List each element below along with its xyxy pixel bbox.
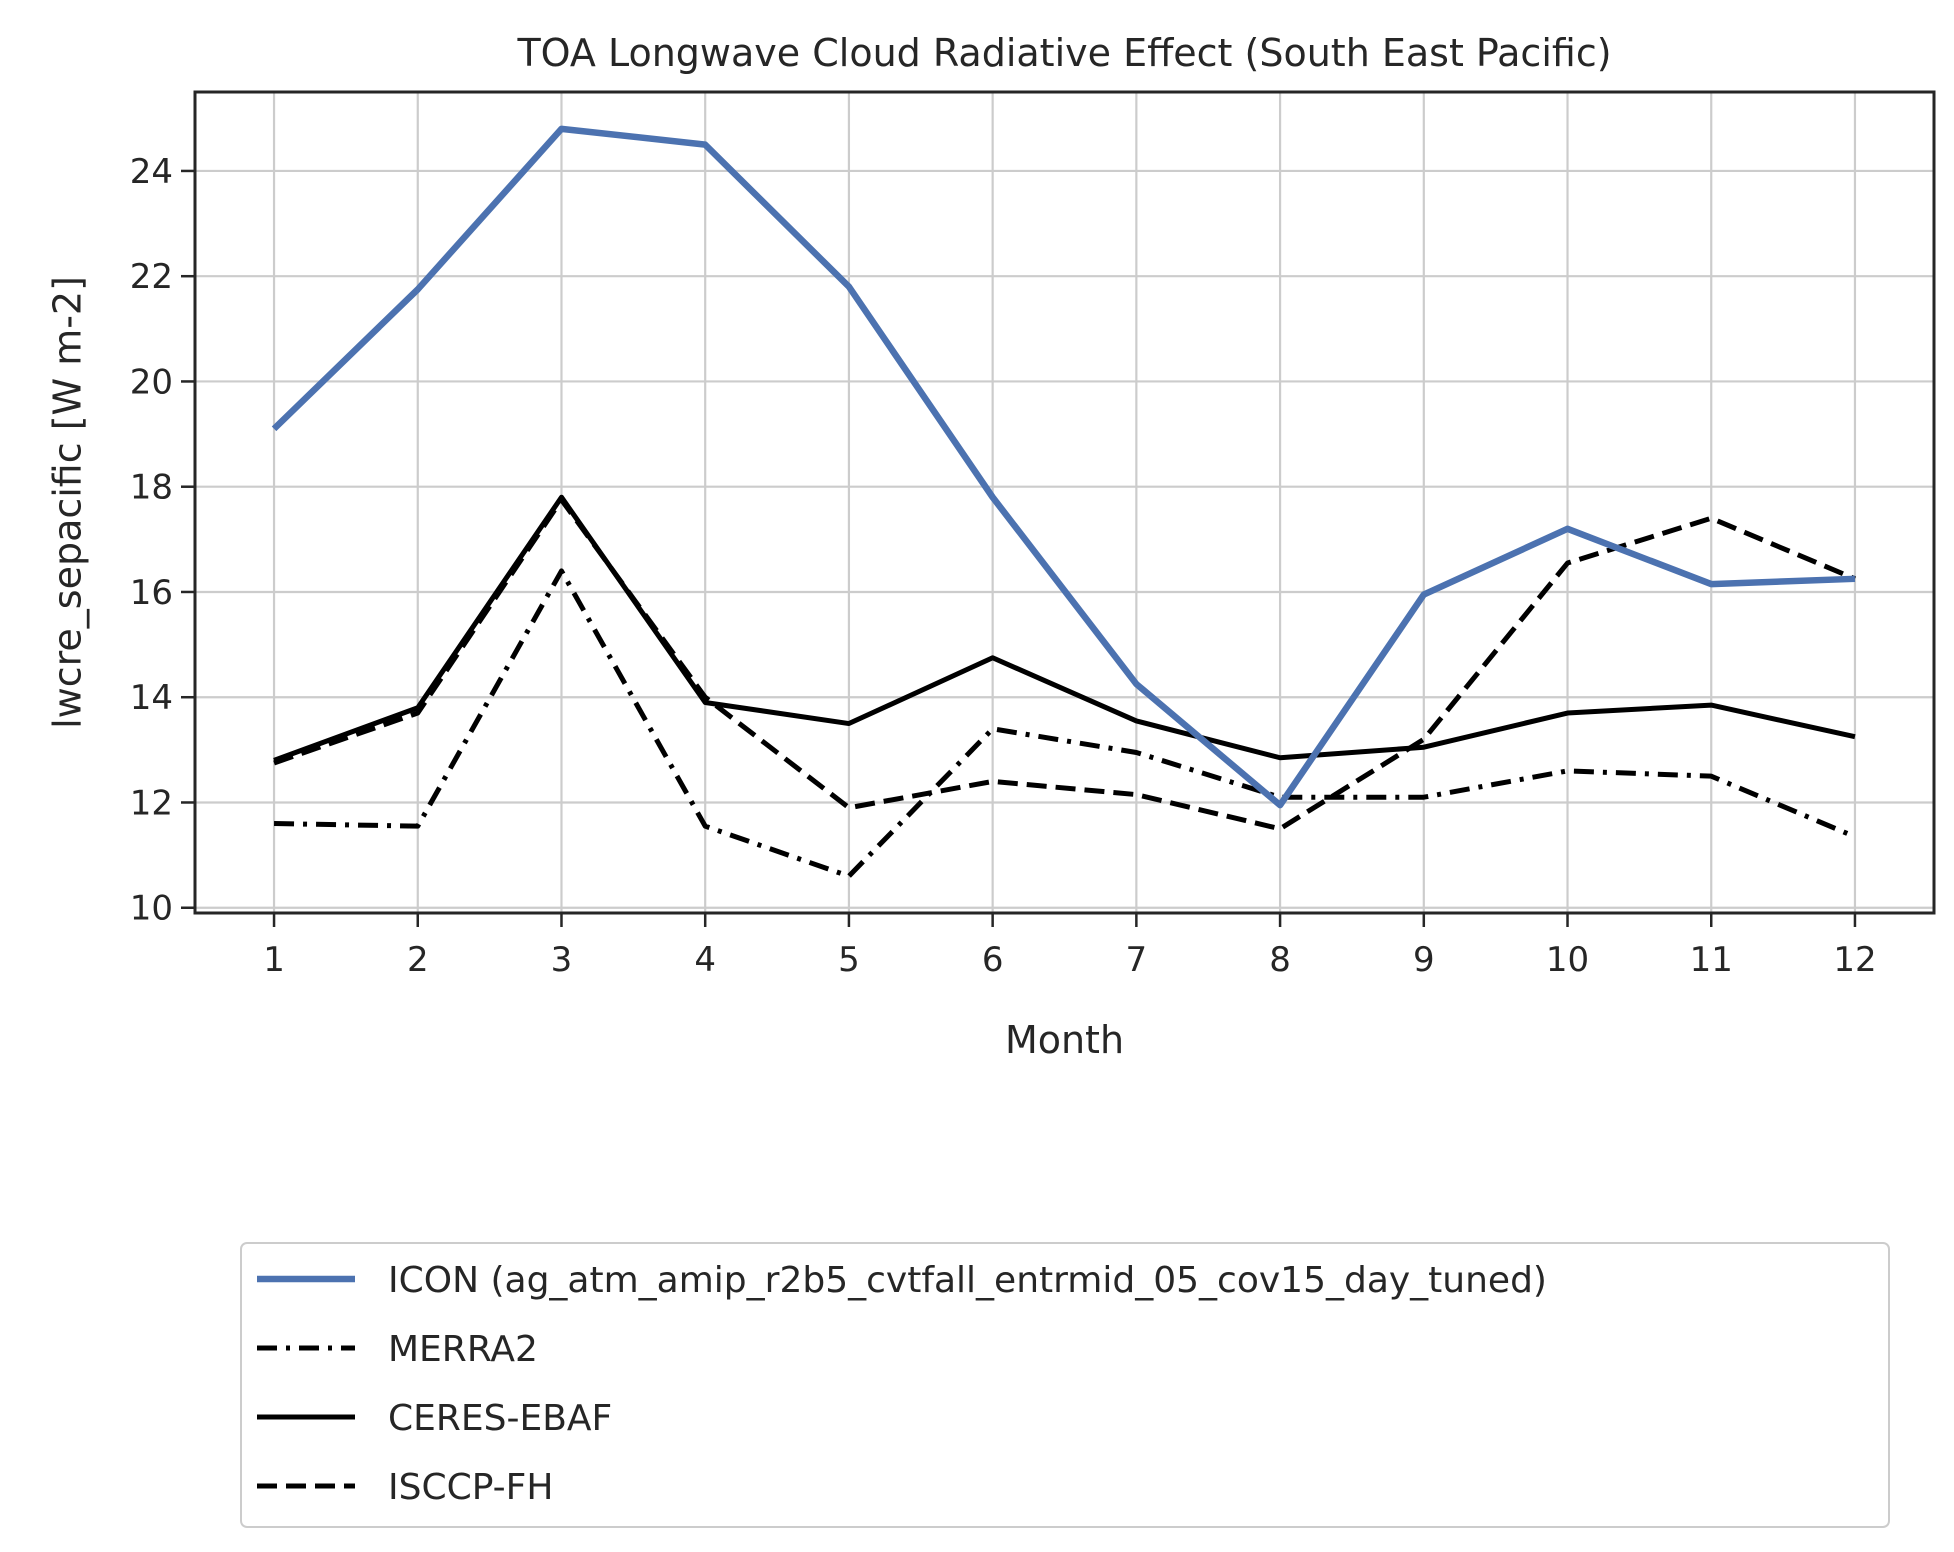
- y-tick-label: 16: [130, 573, 173, 613]
- y-tick-label: 12: [130, 783, 173, 823]
- x-tick-label: 11: [1690, 940, 1733, 980]
- series-line-icon: [271, 125, 1856, 809]
- x-tick-label: 3: [551, 940, 573, 980]
- chart-title: TOA Longwave Cloud Radiative Effect (Sou…: [516, 31, 1611, 75]
- y-axis-label: lwcre_sepacific [W m-2]: [45, 276, 89, 729]
- x-tick-label: 9: [1413, 940, 1435, 980]
- y-tick-label: 18: [130, 468, 173, 508]
- y-tick-label: 22: [130, 257, 173, 297]
- x-tick-label: 2: [407, 940, 429, 980]
- x-tick-label: 8: [1269, 940, 1291, 980]
- x-tick-label: 1: [263, 940, 285, 980]
- x-tick-label: 12: [1833, 940, 1876, 980]
- legend: ICON (ag_atm_amip_r2b5_cvtfall_entrmid_0…: [240, 1242, 1890, 1528]
- y-tick-label: 24: [130, 152, 173, 192]
- x-tick-label: 4: [694, 940, 716, 980]
- x-tick-label: 5: [838, 940, 860, 980]
- plot-frame: [193, 90, 1936, 915]
- x-tick-label: 10: [1546, 940, 1589, 980]
- y-tick-label: 20: [130, 362, 173, 402]
- series-line-ceres-ebaf: [273, 494, 1856, 763]
- legend-label: MERRA2: [388, 1329, 538, 1370]
- legend-label: CERES-EBAF: [388, 1398, 612, 1439]
- legend-label: ICON (ag_atm_amip_r2b5_cvtfall_entrmid_0…: [388, 1260, 1547, 1301]
- series-line-merra2: [273, 568, 1856, 879]
- series-lines: [271, 125, 1856, 879]
- y-tick-label: 10: [130, 889, 173, 929]
- y-tick-label: 14: [130, 678, 173, 718]
- series-line-isccp-fh: [273, 497, 1856, 832]
- grid: [195, 92, 1934, 913]
- x-tick-label: 6: [982, 940, 1004, 980]
- x-tick-label: 7: [1126, 940, 1148, 980]
- legend-label: ISCCP-FH: [388, 1467, 553, 1508]
- legend-box: [240, 1242, 1890, 1528]
- x-axis-label: Month: [1005, 1018, 1124, 1062]
